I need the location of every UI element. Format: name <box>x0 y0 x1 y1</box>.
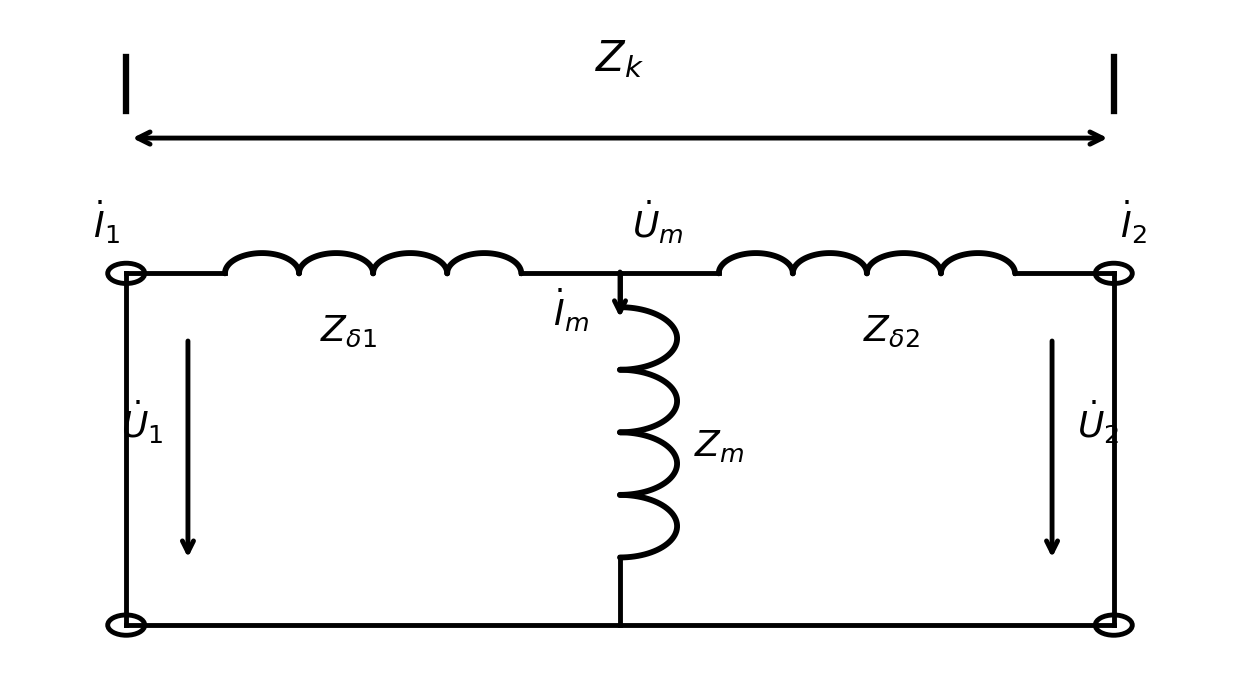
Text: $Z_m$: $Z_m$ <box>694 428 744 464</box>
Text: $Z_{\delta 1}$: $Z_{\delta 1}$ <box>320 314 377 349</box>
Text: $Z_{\delta 2}$: $Z_{\delta 2}$ <box>863 314 920 349</box>
Text: $\dot{I}_1$: $\dot{I}_1$ <box>93 198 120 246</box>
Text: $\dot{I}_2$: $\dot{I}_2$ <box>1120 198 1147 246</box>
Text: $\dot{U}_m$: $\dot{U}_m$ <box>632 198 684 246</box>
Text: $\dot{I}_m$: $\dot{I}_m$ <box>553 287 589 334</box>
Text: $Z_k$: $Z_k$ <box>595 39 645 80</box>
Text: $\dot{U}_2$: $\dot{U}_2$ <box>1076 398 1120 446</box>
Text: $\dot{U}_1$: $\dot{U}_1$ <box>120 398 164 446</box>
